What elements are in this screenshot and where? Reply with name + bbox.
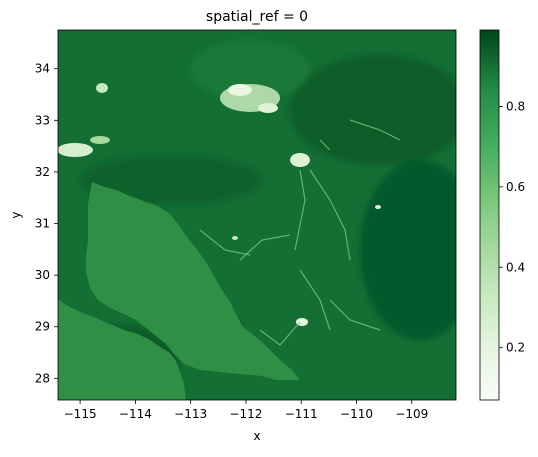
x-tick-label: −113 — [174, 407, 207, 421]
x-axis: −115 −114 −113 −112 −111 −110 −109 — [64, 400, 428, 421]
y-tick-label: 30 — [35, 268, 50, 282]
plot-frame — [57, 29, 457, 401]
y-axis: 28 29 30 31 32 33 34 — [35, 62, 58, 385]
colorbar-tick-label: 0.6 — [506, 180, 525, 194]
x-tick-label: −115 — [64, 407, 97, 421]
colorbar-tick-label: 0.2 — [506, 341, 525, 355]
gulf-region — [86, 182, 300, 380]
x-tick-label: −110 — [340, 407, 373, 421]
y-tick-label: 31 — [35, 217, 50, 231]
x-tick-label: −114 — [119, 407, 152, 421]
linear-features — [199, 119, 401, 346]
y-tick-label: 33 — [35, 113, 50, 127]
colorbar-axis: 0.2 0.4 0.6 0.8 — [499, 99, 525, 355]
x-tick-label: −111 — [285, 407, 318, 421]
colorbar-tick-label: 0.8 — [506, 99, 525, 113]
colorbar-tick-label: 0.4 — [506, 260, 525, 274]
urban-areas — [58, 83, 381, 326]
y-tick-label: 34 — [35, 62, 50, 76]
dark-vegetation-zones — [60, 40, 456, 395]
x-tick-label: −109 — [395, 407, 428, 421]
x-tick-label: −112 — [229, 407, 262, 421]
water-region — [58, 299, 186, 400]
y-tick-label: 32 — [35, 165, 50, 179]
y-tick-label: 28 — [35, 371, 50, 385]
x-axis-label: x — [253, 429, 260, 443]
colorbar — [479, 29, 500, 401]
raster-image — [58, 30, 456, 400]
y-axis-label: y — [9, 211, 23, 218]
y-tick-label: 29 — [35, 320, 50, 334]
chart-title: spatial_ref = 0 — [206, 9, 308, 25]
